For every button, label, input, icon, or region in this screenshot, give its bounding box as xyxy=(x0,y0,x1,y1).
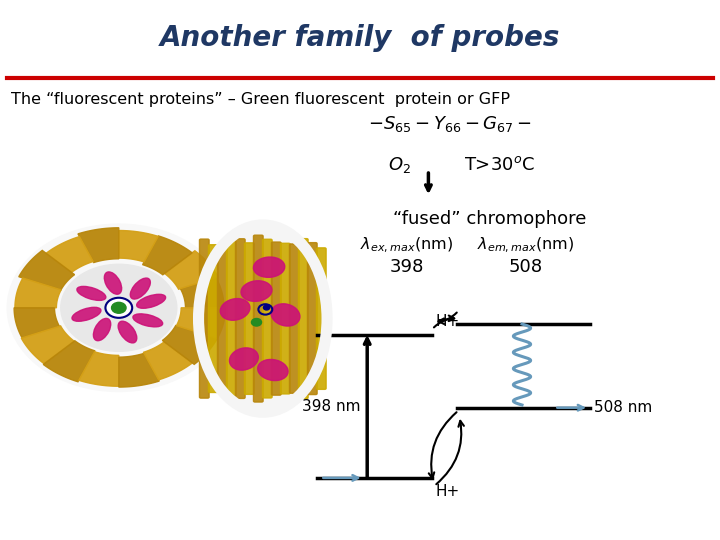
FancyBboxPatch shape xyxy=(281,244,290,394)
Ellipse shape xyxy=(133,314,163,327)
Text: The “fluorescent proteins” – Green fluorescent  protein or GFP: The “fluorescent proteins” – Green fluor… xyxy=(11,92,510,107)
Text: “fused” chromophore: “fused” chromophore xyxy=(393,210,586,228)
Polygon shape xyxy=(43,341,95,382)
FancyBboxPatch shape xyxy=(253,235,263,402)
Polygon shape xyxy=(19,251,75,290)
Text: $O_2$: $O_2$ xyxy=(388,154,411,175)
Text: $\lambda_{em,max}$(nm): $\lambda_{em,max}$(nm) xyxy=(477,236,575,255)
Polygon shape xyxy=(78,352,119,386)
Polygon shape xyxy=(46,237,93,272)
Polygon shape xyxy=(78,228,119,262)
Text: H+: H+ xyxy=(436,314,460,329)
Circle shape xyxy=(60,264,177,352)
Ellipse shape xyxy=(258,360,288,381)
Ellipse shape xyxy=(130,278,150,299)
FancyBboxPatch shape xyxy=(235,239,245,399)
Ellipse shape xyxy=(230,348,258,370)
FancyBboxPatch shape xyxy=(217,246,227,392)
Circle shape xyxy=(112,302,126,313)
Circle shape xyxy=(264,305,270,310)
Text: $\lambda_{ex,max}$(nm): $\lambda_{ex,max}$(nm) xyxy=(360,236,454,255)
FancyBboxPatch shape xyxy=(245,243,254,394)
FancyBboxPatch shape xyxy=(209,245,218,393)
Ellipse shape xyxy=(94,319,111,341)
Polygon shape xyxy=(181,278,224,308)
Ellipse shape xyxy=(271,304,300,326)
Polygon shape xyxy=(165,251,218,289)
Circle shape xyxy=(251,319,261,326)
Ellipse shape xyxy=(200,227,325,410)
Ellipse shape xyxy=(220,299,250,320)
Ellipse shape xyxy=(253,257,285,278)
Text: $-S_{65}-Y_{66}-G_{67}-$: $-S_{65}-Y_{66}-G_{67}-$ xyxy=(368,114,532,134)
Text: T>30$^o$C: T>30$^o$C xyxy=(464,156,536,174)
Ellipse shape xyxy=(118,321,137,343)
Text: 398 nm: 398 nm xyxy=(302,399,361,414)
Polygon shape xyxy=(119,231,158,262)
Polygon shape xyxy=(176,308,225,339)
Text: Another family  of probes: Another family of probes xyxy=(160,24,560,52)
Text: 508 nm: 508 nm xyxy=(594,400,652,415)
Polygon shape xyxy=(119,353,159,387)
FancyBboxPatch shape xyxy=(299,239,308,399)
Polygon shape xyxy=(143,236,192,275)
Polygon shape xyxy=(143,342,192,380)
Text: H+: H+ xyxy=(436,484,460,499)
Circle shape xyxy=(108,299,130,316)
Ellipse shape xyxy=(241,281,272,301)
FancyBboxPatch shape xyxy=(307,242,317,395)
Ellipse shape xyxy=(137,294,166,308)
Circle shape xyxy=(7,224,230,392)
Polygon shape xyxy=(22,326,74,364)
FancyBboxPatch shape xyxy=(271,242,281,395)
Polygon shape xyxy=(15,278,61,308)
Text: 508: 508 xyxy=(508,258,543,276)
FancyBboxPatch shape xyxy=(263,239,272,398)
Polygon shape xyxy=(14,308,59,338)
Text: 398: 398 xyxy=(390,258,424,276)
Polygon shape xyxy=(163,326,217,365)
FancyBboxPatch shape xyxy=(317,248,326,389)
Ellipse shape xyxy=(104,272,122,294)
FancyBboxPatch shape xyxy=(227,241,236,396)
Ellipse shape xyxy=(72,307,101,321)
Ellipse shape xyxy=(77,286,106,300)
FancyBboxPatch shape xyxy=(289,244,299,393)
FancyBboxPatch shape xyxy=(199,239,209,398)
